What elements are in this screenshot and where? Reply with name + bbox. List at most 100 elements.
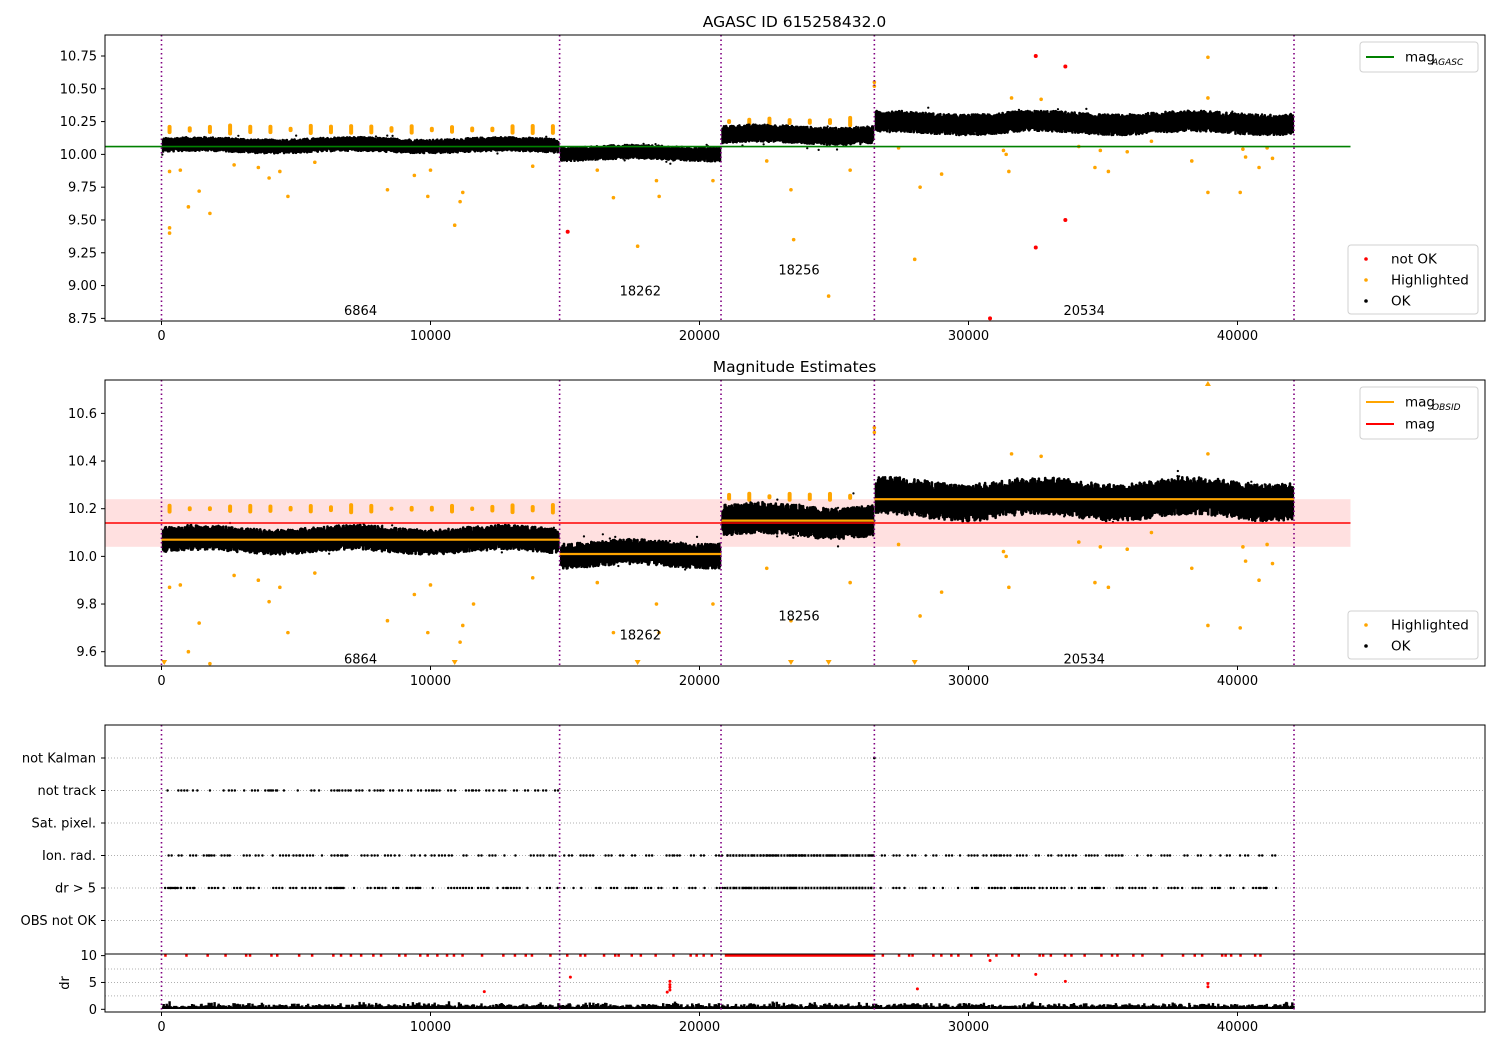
agasc-highlighted-point [1093,165,1097,170]
agasc-title: AGASC ID 615258432.0 [703,13,887,31]
mag-highlighted-point [232,573,236,578]
agasc-highlighted-cluster [409,124,414,135]
dr-red-point [1034,972,1038,976]
flags-frame [104,724,1486,955]
mag-highlighted-cluster [470,506,475,511]
agasc-highlighted-point [412,173,417,178]
agasc-highlighted-point [1238,190,1243,195]
mag-highlighted-cluster [490,504,495,513]
agasc-highlighted-cluster [207,124,212,134]
agasc-highlighted-cluster [167,124,172,135]
mag-highlighted-point [167,585,172,590]
mag-highlighted-point [267,599,271,604]
flags-category-label: dr > 5 [55,882,96,897]
agasc-highlighted-point [939,172,944,176]
agasc-highlighted-point [267,176,271,180]
agasc-highlighted-point [256,165,261,170]
mag-highlighted-point [530,576,535,580]
agasc-highlighted-point [764,159,769,163]
dr-xtick-label: 30000 [948,1020,989,1035]
mag-highlighted-point [471,602,476,606]
mag-highlighted-point [1189,566,1194,571]
mag-highlighted-cluster [228,504,233,513]
mag-highlighted-cluster [409,505,414,512]
agasc-highlighted-point [1206,190,1210,195]
agasc-highlighted-cluster [470,126,475,133]
agasc-highlighted-point [1001,148,1006,153]
agasc-not-ok-point [1033,245,1038,250]
agasc-highlighted-cluster [328,124,333,135]
agasc-points-legend-swatch [1364,299,1368,303]
mag-points-legend-swatch [1364,623,1368,627]
panel-flags: not Kalman not track Sat. pixel. Ion. rad. d… [21,724,1486,955]
mag-highlighted-cluster [187,506,192,512]
agasc-highlighted-point [1125,149,1130,154]
mag-ytick-label: 10.6 [68,407,97,422]
agasc-xtick-label: 0 [157,329,165,344]
agasc-points-legend-frame [1347,244,1479,315]
mag-highlighted-cluster [767,494,772,500]
mag-xtick-label: 10000 [410,674,451,689]
agasc-highlighted-cluster [490,126,495,133]
agasc-highlighted-point [452,223,457,228]
mag-title: Magnitude Estimates [713,358,877,376]
agasc-ytick-label: 10.75 [60,49,97,64]
agasc-highlighted-point [789,188,793,192]
agasc-highlighted-point [1009,96,1014,100]
agasc-not-ok-point [1063,217,1068,222]
mag-highlighted-point [1270,561,1275,566]
agasc-highlighted-point [1270,156,1275,161]
agasc-highlighted-cluster [848,115,853,128]
mag-highlighted-point [1077,540,1081,544]
dr-red-point [568,975,572,979]
agasc-ytick-label: 10.25 [60,115,97,130]
agasc-obsid-label: 18256 [778,263,819,278]
mag-points-legend-label: Highlighted [1391,618,1469,634]
panel-dr: 0 10000 20000 30000 40000 0 5 10 dr [58,949,1486,1035]
mag-highlighted-point [1241,545,1245,549]
agasc-highlighted-point [197,189,201,193]
mag-highlighted-point [1243,559,1248,563]
mag-highlighted-point [458,640,462,644]
mag-points-legend-frame [1347,610,1479,660]
mag-highlighted-point [1257,578,1261,582]
mag-highlighted-point [764,566,769,571]
mag-data-layer: 6864 18262 18256 20534 [105,380,1351,667]
dr-red-point [665,990,669,994]
mag-highlighted-cluster [747,491,752,502]
mag-clipped-marker [911,660,918,665]
agasc-points-legend-swatch [1364,257,1368,261]
agasc-highlighted-cluster [550,124,555,135]
agasc-highlighted-point [872,80,877,85]
mag-clipped-marker [634,660,641,665]
mag-highlighted-point [918,614,922,618]
mag-xtick-label: 30000 [948,674,989,689]
mag-highlighted-point [426,630,430,635]
mag-highlighted-cluster [550,502,555,515]
mag-frame [104,379,1486,667]
panel-agasc: 6864 18262 18256 20534 0 10000 20000 30000 4000… [60,13,1486,344]
agasc-highlighted-point [912,257,917,262]
dr-xtick-label: 40000 [1217,1020,1258,1035]
mag-highlighted-point [1009,452,1014,456]
agasc-obsid-label: 6864 [344,304,377,319]
dr-frame [104,953,1486,1013]
mag-highlighted-point [711,602,715,606]
flags-data-layer [105,725,1485,954]
mag-highlighted-point [848,580,852,585]
agasc-not-ok-point [1033,53,1038,58]
dr-red-point [668,979,672,983]
agasc-points-legend-label: Highlighted [1391,273,1469,289]
mag-highlighted-cluster [727,492,732,501]
mag-highlighted-cluster [167,503,172,514]
mag-highlighted-cluster [827,491,832,502]
mag-clipped-marker [1204,381,1211,386]
dr-ok-points [161,1001,1295,1009]
mag-lines-legend-label: mag [1405,395,1435,411]
agasc-highlighted-point [826,294,831,298]
agasc-not-ok-point [565,229,570,234]
mag-highlighted-cluster [429,505,434,512]
agasc-highlighted-point [530,164,535,168]
mag-highlighted-point [654,602,659,606]
